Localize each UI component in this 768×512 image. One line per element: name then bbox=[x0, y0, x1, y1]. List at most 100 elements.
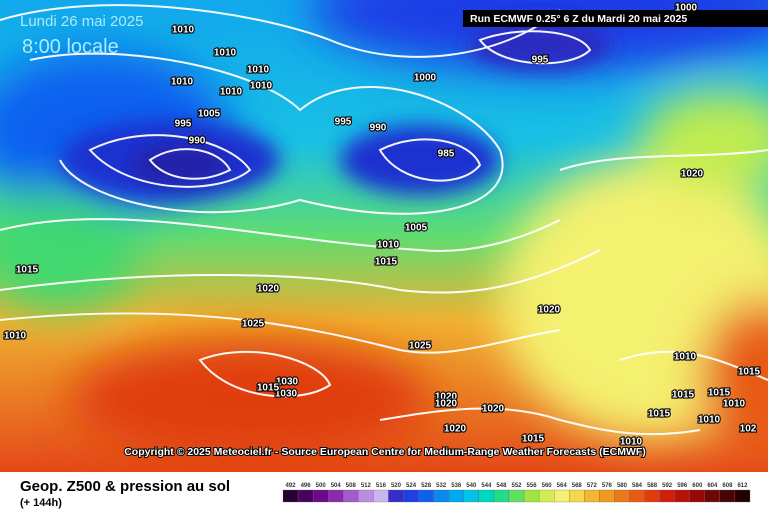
isobar-label: 1010 bbox=[620, 437, 643, 448]
legend-label: 576 bbox=[602, 483, 613, 489]
isobar-label: 1020 bbox=[538, 305, 561, 316]
legend-label: 528 bbox=[421, 483, 432, 489]
isobar-label: 1010 bbox=[674, 352, 697, 363]
isobar-label: 1000 bbox=[675, 3, 698, 14]
legend-label: 496 bbox=[301, 483, 312, 489]
legend-swatch bbox=[689, 489, 705, 503]
isobar-label: 1025 bbox=[409, 341, 432, 352]
legend-label: 596 bbox=[677, 483, 688, 489]
isobar-label: 995 bbox=[335, 117, 352, 128]
legend-swatch bbox=[659, 489, 675, 503]
legend-label: 516 bbox=[376, 483, 387, 489]
legend-label: 604 bbox=[707, 483, 718, 489]
isobar-label: 985 bbox=[438, 149, 455, 160]
legend-swatch bbox=[614, 489, 630, 503]
legend-swatch bbox=[554, 489, 570, 503]
legend-label: 492 bbox=[286, 483, 297, 489]
legend-label: 572 bbox=[587, 483, 598, 489]
isobar-label: 1015 bbox=[375, 257, 398, 268]
legend-label: 560 bbox=[542, 483, 553, 489]
footer-subtitle: (+ 144h) bbox=[20, 497, 62, 509]
legend-swatch bbox=[388, 489, 404, 503]
legend-swatch bbox=[674, 489, 690, 503]
legend-swatch bbox=[704, 489, 721, 503]
run-box bbox=[463, 10, 768, 27]
legend-swatch bbox=[373, 489, 389, 503]
isobar-labels: 1010 1010 1010 1010 1010 1010 1005 995 990 995 990… bbox=[3, 2, 762, 449]
isobar-label: 1010 bbox=[4, 331, 27, 342]
legend-label: 588 bbox=[647, 483, 658, 489]
isobar-label: 1015 bbox=[16, 265, 39, 276]
legend-label: 512 bbox=[361, 483, 372, 489]
isobar-label: 1020 bbox=[435, 399, 458, 410]
legend-swatch bbox=[297, 489, 314, 503]
run-info: Run ECMWF 0.25° 6 Z du Mardi 20 mai 2025 bbox=[470, 13, 687, 25]
isobar-label: 1015 bbox=[708, 388, 731, 399]
legend-swatch bbox=[629, 489, 645, 503]
legend-label: 600 bbox=[692, 483, 703, 489]
isobar-label: 995 bbox=[175, 119, 192, 130]
isobar-label: 1020 bbox=[435, 392, 458, 403]
legend-swatch bbox=[734, 489, 751, 503]
isobar-label: 1020 bbox=[257, 284, 280, 295]
field: Run ECMWF 0.25° 6 Z du Mardi 20 mai 2025… bbox=[0, 0, 768, 472]
legend-swatch bbox=[358, 489, 374, 503]
legend-label: 500 bbox=[316, 483, 327, 489]
legend-swatch bbox=[599, 489, 615, 503]
isobar-label: 1010 bbox=[214, 48, 237, 59]
legend-swatch bbox=[569, 489, 585, 503]
copyright: Copyright © 2025 Meteociel.fr - Source E… bbox=[124, 446, 646, 458]
isobar-label: 1020 bbox=[444, 424, 467, 435]
legend-swatch bbox=[508, 489, 525, 503]
legend-label: 580 bbox=[617, 483, 628, 489]
legend-swatch bbox=[448, 489, 464, 503]
legend-swatch bbox=[312, 489, 329, 503]
isobar-label: 1015 bbox=[738, 367, 761, 378]
isobar-label: 1030 bbox=[276, 377, 299, 388]
legend-label: 612 bbox=[737, 483, 748, 489]
isobar-label: 1020 bbox=[681, 169, 704, 180]
legend-swatch bbox=[418, 489, 434, 503]
legend-label: 508 bbox=[346, 483, 357, 489]
isobar-label: 1010 bbox=[377, 240, 400, 251]
isobar-label: 1010 bbox=[723, 399, 746, 410]
legend-label: 548 bbox=[496, 483, 507, 489]
isobar-label: 1015 bbox=[257, 383, 280, 394]
legend-label: 504 bbox=[331, 483, 342, 489]
legend-swatch bbox=[523, 489, 540, 503]
legend-label: 564 bbox=[557, 483, 568, 489]
legend-swatch bbox=[433, 489, 449, 503]
isobar-label: 1015 bbox=[672, 390, 695, 401]
legend-swatch bbox=[644, 489, 660, 503]
legend-label: 608 bbox=[722, 483, 733, 489]
legend-label: 568 bbox=[572, 483, 583, 489]
legend-swatch bbox=[463, 489, 479, 503]
legend-label: 584 bbox=[632, 483, 643, 489]
isobar-label: 1010 bbox=[250, 81, 273, 92]
isobar-label: 1015 bbox=[648, 409, 671, 420]
legend-label: 532 bbox=[436, 483, 447, 489]
legend-swatch bbox=[493, 489, 510, 503]
legend-swatch bbox=[343, 489, 359, 503]
isobar-label: 1005 bbox=[405, 223, 428, 234]
legend-label: 556 bbox=[527, 483, 538, 489]
legend-label: 540 bbox=[466, 483, 477, 489]
legend-swatch bbox=[719, 489, 736, 503]
footer-title: Geop. Z500 & pression au sol bbox=[20, 478, 230, 495]
isobar-label: 990 bbox=[189, 136, 206, 147]
legend-swatch bbox=[538, 489, 555, 503]
legend-label: 552 bbox=[511, 483, 522, 489]
legend-label: 544 bbox=[481, 483, 492, 489]
legend-label: 592 bbox=[662, 483, 673, 489]
isobar-label: 1010 bbox=[220, 87, 243, 98]
isobar-label: 1030 bbox=[275, 389, 298, 400]
legend-label: 520 bbox=[391, 483, 402, 489]
isobar-label: 1000 bbox=[414, 73, 437, 84]
isobar-label: 1015 bbox=[522, 434, 545, 445]
isobar-label: 990 bbox=[370, 123, 387, 134]
isobar-label: 1010 bbox=[247, 65, 270, 76]
isobar-label: 1010 bbox=[172, 25, 195, 36]
isobar-label: 995 bbox=[532, 55, 549, 66]
legend-label: 536 bbox=[451, 483, 462, 489]
